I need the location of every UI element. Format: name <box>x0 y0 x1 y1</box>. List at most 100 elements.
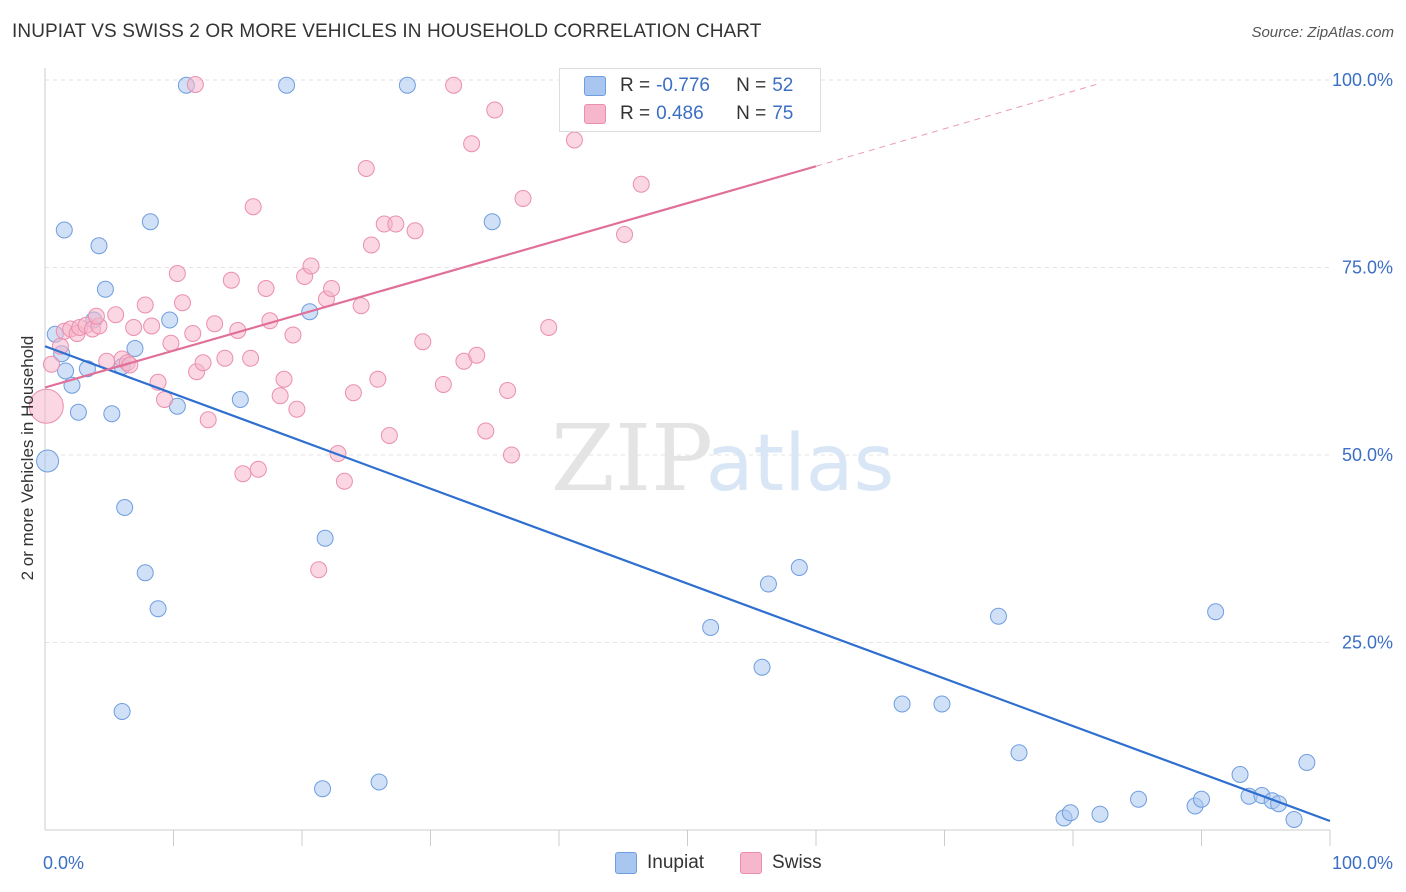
legend-item-swiss[interactable]: Swiss <box>740 852 822 874</box>
swiss-point <box>28 388 64 424</box>
swiss-point <box>222 271 240 289</box>
inupiat-point <box>1130 790 1148 808</box>
inupiat-point <box>1231 766 1249 783</box>
inupiat-point <box>314 780 332 798</box>
inupiat-point <box>103 405 121 423</box>
inupiat-point <box>1193 790 1210 808</box>
swiss-point <box>257 280 275 297</box>
swiss-point <box>244 198 262 216</box>
watermark-atlas: atlas <box>706 419 895 509</box>
grid-lines <box>45 79 1330 643</box>
swiss-point <box>234 465 252 483</box>
swiss-point <box>616 226 634 243</box>
axes <box>44 68 1331 846</box>
trend-lines <box>44 83 1331 823</box>
inupiat-point <box>989 607 1007 625</box>
inupiat-point <box>702 619 720 636</box>
r-label: R = <box>620 103 651 124</box>
x-tick-label: 100.0% <box>1332 853 1393 873</box>
swiss-point <box>143 317 161 335</box>
inupiat-point <box>55 221 73 239</box>
swiss-point <box>186 76 204 93</box>
swiss-point <box>242 349 260 367</box>
legend-swatch-swiss <box>740 852 763 874</box>
swiss-point <box>514 190 532 207</box>
swiss-point <box>369 370 387 388</box>
n-value: 52 <box>772 75 794 96</box>
y-tick-label: 50.0% <box>1342 445 1393 465</box>
inupiat-point <box>136 564 154 582</box>
inupiat-point <box>69 403 87 421</box>
inupiat-point <box>149 600 167 618</box>
inupiat-point <box>1298 754 1316 771</box>
series-legend: Inupiat Swiss <box>615 852 858 874</box>
swiss-point <box>288 400 306 418</box>
inupiat-point <box>483 213 501 231</box>
y-tick-label: 25.0% <box>1342 633 1393 653</box>
inupiat-point <box>1207 603 1225 621</box>
tick-labels: 25.0% 50.0% 75.0% 100.0% 0.0% 100.0% <box>43 70 1393 873</box>
swiss-point <box>344 384 362 402</box>
swiss-point <box>323 280 341 297</box>
swiss-point <box>565 131 583 149</box>
inupiat-point <box>933 695 951 713</box>
swiss-point <box>477 422 495 440</box>
swiss-point <box>271 387 289 405</box>
legend-row-swiss: R = 0.486 N = 75 <box>584 102 793 126</box>
correlation-legend: R = -0.776 N = 52 R = 0.486 N = 75 <box>559 68 821 132</box>
swiss-point <box>414 333 432 351</box>
inupiat-point <box>36 449 60 473</box>
legend-row-inupiat: R = -0.776 N = 52 <box>584 74 793 98</box>
swiss-point <box>199 411 217 429</box>
swiss-point <box>335 472 353 490</box>
swiss-point <box>216 349 234 367</box>
swiss-point <box>357 160 375 177</box>
swiss-point <box>380 427 398 444</box>
source-label: Source: ZipAtlas.com <box>1251 24 1394 41</box>
r-label: R = <box>620 75 651 96</box>
x-tick-label: 0.0% <box>43 853 84 873</box>
y-axis-label: 2 or more Vehicles in Household <box>18 335 37 581</box>
inupiat-point <box>370 773 388 791</box>
inupiat-point <box>231 391 249 408</box>
swiss-point <box>173 294 191 312</box>
inupiat-point <box>96 280 114 298</box>
n-label: N = <box>736 103 767 124</box>
swiss-point <box>275 370 293 388</box>
swiss-point <box>352 297 370 315</box>
swiss-point <box>502 446 520 464</box>
swiss-point <box>125 319 143 336</box>
inupiat-point <box>398 76 416 94</box>
swiss-trend-line <box>44 165 817 389</box>
legend-swatch-inupiat <box>615 852 637 874</box>
swiss-point <box>310 561 328 579</box>
inupiat-point <box>790 559 808 576</box>
swiss-point <box>249 460 267 478</box>
n-value: 75 <box>772 103 794 124</box>
inupiat-point <box>57 362 75 380</box>
legend-item-inupiat[interactable]: Inupiat <box>615 852 704 874</box>
watermark-zip: ZIP <box>551 405 713 512</box>
swiss-point <box>632 175 650 193</box>
swiss-point <box>468 346 486 364</box>
swiss-point <box>284 326 302 344</box>
swiss-point <box>156 391 174 408</box>
y-tick-label: 75.0% <box>1342 258 1393 278</box>
inupiat-point <box>1010 744 1028 762</box>
r-value: 0.486 <box>656 103 704 124</box>
swiss-point <box>87 307 105 325</box>
swiss-point <box>499 382 517 399</box>
r-value: -0.776 <box>656 75 710 96</box>
swiss-point <box>136 296 154 314</box>
swiss-point <box>184 325 202 342</box>
swiss-point <box>486 101 504 119</box>
swiss-point <box>463 135 481 153</box>
swiss-point <box>42 355 60 373</box>
swiss-trend-extension <box>815 83 1099 167</box>
n-label: N = <box>736 75 767 96</box>
swiss-point <box>302 257 320 275</box>
inupiat-point <box>1285 811 1303 828</box>
swiss-point <box>434 376 452 393</box>
inupiat-point <box>893 695 911 713</box>
